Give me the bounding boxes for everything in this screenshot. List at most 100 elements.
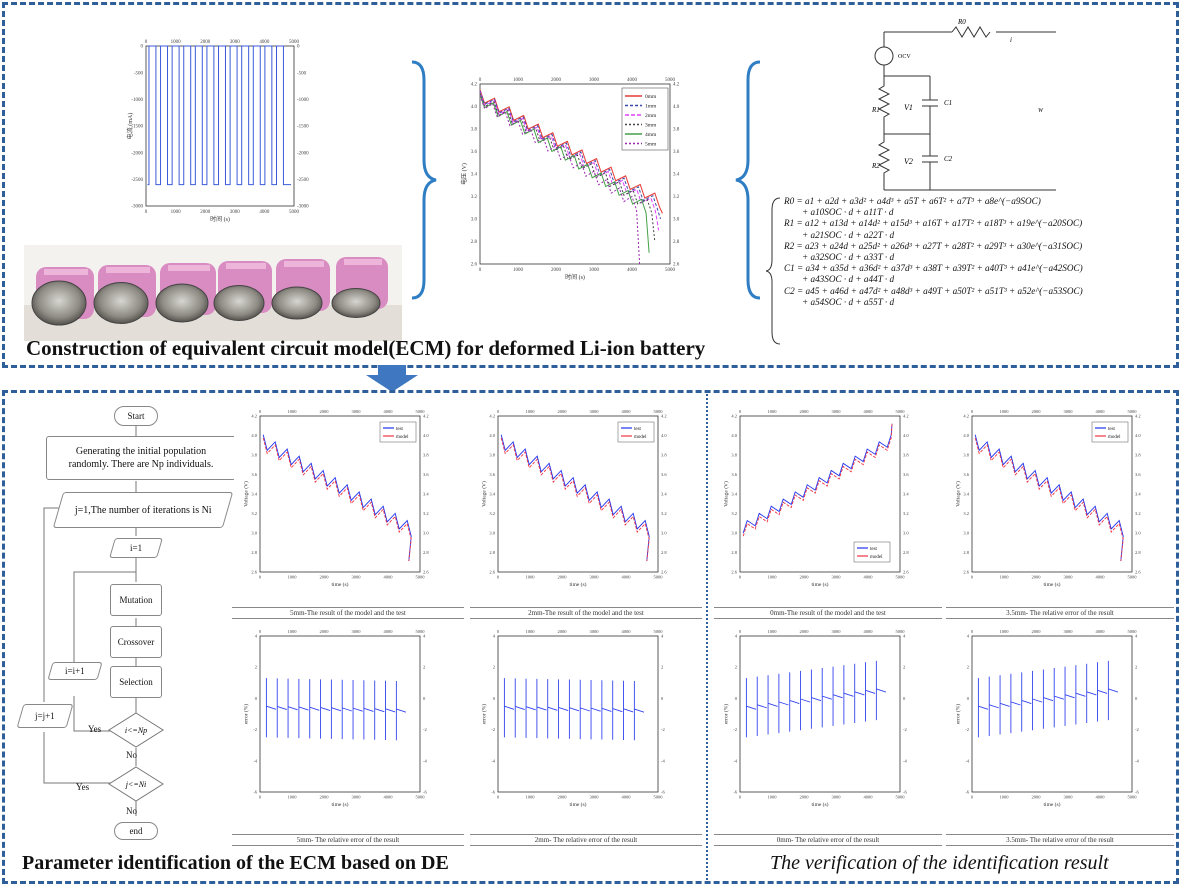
bp2-y-tick: 2 <box>255 665 257 670</box>
bp4-x-tick: 1000 <box>768 575 778 580</box>
bp1-series-model <box>500 437 650 562</box>
current-y-tick: -2500 <box>131 178 143 183</box>
bp2-y-tick-right: -2 <box>423 727 427 732</box>
bp6-frame <box>739 635 901 793</box>
voltage-y-tick-right: 2.8 <box>673 240 680 245</box>
equation-r0-line1: R0 = a1 + a2d + a3d² + a4d³ + a5T + a6T²… <box>784 196 1041 206</box>
flow-no-np: No <box>126 750 137 760</box>
bp4-x-tick: 4000 <box>864 575 874 580</box>
bp0-y-tick: 2.6 <box>251 570 257 575</box>
bp6-x-tick-top: 5000 <box>896 629 906 634</box>
bp2-x-tick: 4000 <box>384 795 394 800</box>
voltage-legend-label: 1mm <box>645 104 657 110</box>
bp4-y-tick-right: 4.0 <box>903 433 909 438</box>
equation-c2-line2: + a54SOC · d + a55T · d <box>802 296 895 307</box>
current-y-tick-right: -500 <box>297 71 307 76</box>
bp1-x-tick: 0 <box>497 575 500 580</box>
bp2-y-tick: -6 <box>253 790 257 795</box>
bp0-x-tick-top: 4000 <box>384 409 394 414</box>
bp1-legend-box <box>617 421 655 443</box>
bp1-legend-label: model <box>634 435 647 440</box>
bp5-y-tick: 3.6 <box>963 472 969 477</box>
bp5-y-tick-right: 4.0 <box>1135 433 1141 438</box>
bp7-y-tick: -2 <box>965 727 969 732</box>
parameter-equations: R0 = a1 + a2d + a3d² + a4d³ + a5T + a6T²… <box>784 196 1083 308</box>
bp1-y-tick: 4.2 <box>489 414 495 419</box>
plot-5mm-model-test-svg: 0 0 1000 1000 2000 2000 3000 3000 4000 4000 5000 50… <box>242 409 429 588</box>
bp5-y-tick: 4.2 <box>963 414 969 419</box>
flow-end: end <box>114 822 158 840</box>
left-bracket-icon <box>411 60 437 300</box>
voltage-y-tick: 2.6 <box>471 263 478 268</box>
bp6-x-tick: 0 <box>739 795 742 800</box>
bp7-x-tick: 5000 <box>1128 795 1138 800</box>
bp7-error-series <box>977 660 1119 738</box>
bp5-ylabel: Voltage (V) <box>954 481 961 507</box>
flow-no-ni: No <box>126 806 137 816</box>
bp4-x-tick-top: 1000 <box>768 409 778 414</box>
bp3-error-series <box>503 678 645 741</box>
bp7-y-tick-right: -4 <box>1135 758 1139 763</box>
current-x-tick: 3000 <box>230 210 241 215</box>
bp5-x-tick: 0 <box>971 575 974 580</box>
battery-cap <box>31 280 87 326</box>
voltage-y-tick: 3.4 <box>471 173 478 178</box>
flow-yes-np: Yes <box>88 724 102 734</box>
bp2-y-tick: 4 <box>255 634 258 639</box>
bp4-y-tick: 3.0 <box>731 531 737 536</box>
circuit-label-v1: V1 <box>904 103 913 112</box>
plot-0mm-error-svg: 0 0 1000 1000 2000 2000 3000 3000 4000 4000 5000 50… <box>722 629 907 808</box>
bp0-x-tick-top: 3000 <box>352 409 362 414</box>
bp2-y-tick-right: -4 <box>423 758 427 763</box>
bp6-y-tick: -6 <box>733 790 737 795</box>
flow-decision-ni-label: j<=Ni <box>125 780 147 789</box>
bp5-series-model <box>974 437 1124 562</box>
plot-0mm-model-test-svg: 0 0 1000 1000 2000 2000 3000 3000 4000 4000 5000 50… <box>722 409 909 588</box>
bp5-x-tick-top: 4000 <box>1096 409 1106 414</box>
voltage-y-tick-right: 3.6 <box>673 150 680 155</box>
bp2-y-tick: -4 <box>253 758 257 763</box>
bp0-legend-box <box>379 421 417 443</box>
bp5-legend-box <box>1091 421 1129 443</box>
caption-3p5mm-model-test: 3.5mm- The relative error of the result <box>946 607 1174 619</box>
bp0-y-tick-right: 3.6 <box>423 472 429 477</box>
voltage-frame <box>479 83 671 265</box>
parameter-identification-panel <box>2 390 1179 884</box>
bp1-series-test <box>500 434 650 562</box>
voltage-y-tick-right: 3.0 <box>673 218 680 223</box>
bp1-x-tick: 3000 <box>590 575 600 580</box>
bp6-y-tick-right: -2 <box>903 727 907 732</box>
voltage-y-tick-right: 3.2 <box>673 195 680 200</box>
bp4-y-tick: 2.6 <box>731 570 737 575</box>
bp1-y-tick: 2.8 <box>489 550 495 555</box>
bp2-ylabel: error (%) <box>242 704 249 724</box>
bp7-x-tick-top: 5000 <box>1128 629 1138 634</box>
bp0-y-tick: 3.8 <box>251 453 257 458</box>
bp4-y-tick-right: 3.4 <box>903 492 909 497</box>
bp3-y-tick: 0 <box>493 696 496 701</box>
bp1-frame <box>497 415 659 573</box>
bp4-legend: test model <box>853 541 891 563</box>
bp4-y-tick-right: 2.8 <box>903 550 909 555</box>
bp2-y-tick: 0 <box>255 696 258 701</box>
voltage-x-tick-top: 1000 <box>513 78 524 83</box>
parameter-identification-title: Parameter identification of the ECM base… <box>22 852 449 874</box>
bp3-x-tick-top: 5000 <box>654 629 664 634</box>
voltage-x-tick-top: 3000 <box>589 78 600 83</box>
bp0-y-tick-right: 2.8 <box>423 550 429 555</box>
bp1-y-tick: 3.4 <box>489 492 495 497</box>
equation-c1: C1 = a34 + a35d + a36d² + a37d³ + a38T +… <box>784 263 1083 285</box>
flow-decision-np: i<=Np <box>108 712 164 748</box>
bp7-xlabel: time (s) <box>1044 801 1061 808</box>
bp5-y-tick-right: 2.8 <box>1135 550 1141 555</box>
bp6-error-series <box>745 660 887 738</box>
bp6-x-tick: 2000 <box>800 795 810 800</box>
bp3-x-tick: 4000 <box>622 795 632 800</box>
flow-iteration-setup-label: j=1,The number of iterations is Ni <box>74 504 212 516</box>
bp6-xlabel: time (s) <box>812 801 829 808</box>
voltage-x-tick: 1000 <box>513 268 524 273</box>
bp1-y-tick: 2.6 <box>489 570 495 575</box>
plot-0mm-model-test: 0 0 1000 1000 2000 2000 3000 3000 4000 4000 5000 50… <box>714 402 942 606</box>
plot-2mm-model-test-svg: 0 0 1000 1000 2000 2000 3000 3000 4000 4000 5000 50… <box>480 409 667 588</box>
battery-highlight <box>226 263 266 269</box>
